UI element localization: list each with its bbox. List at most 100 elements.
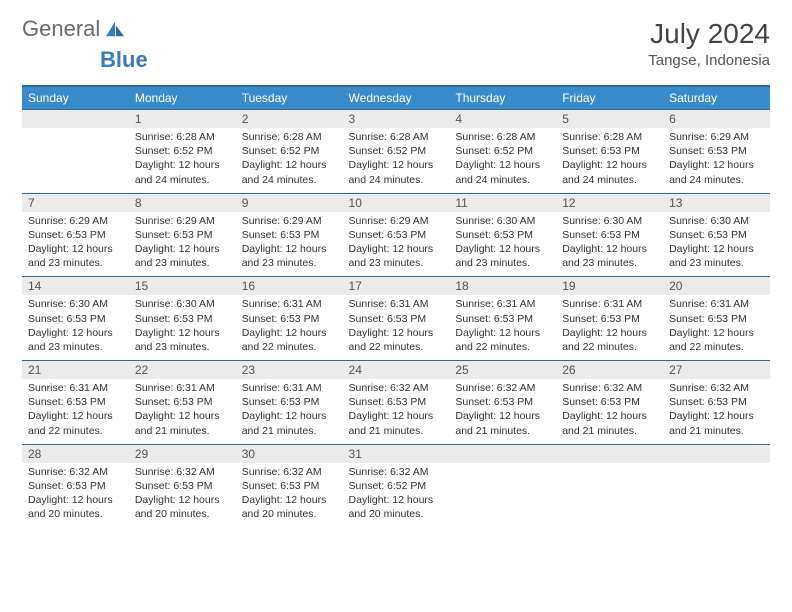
sunset-line: Sunset: 6:53 PM [562, 313, 640, 325]
sunrise-line: Sunrise: 6:30 AM [562, 215, 642, 227]
daylight-line: Daylight: 12 hours and 21 minutes. [349, 410, 434, 436]
day-body: Sunrise: 6:32 AMSunset: 6:53 PMDaylight:… [22, 463, 129, 528]
calendar-cell: 13Sunrise: 6:30 AMSunset: 6:53 PMDayligh… [663, 193, 770, 277]
calendar-table: SundayMondayTuesdayWednesdayThursdayFrid… [22, 85, 770, 527]
sunrise-line: Sunrise: 6:32 AM [135, 466, 215, 478]
calendar-cell: 23Sunrise: 6:31 AMSunset: 6:53 PMDayligh… [236, 361, 343, 445]
sunrise-line: Sunrise: 6:31 AM [28, 382, 108, 394]
sunset-line: Sunset: 6:53 PM [349, 396, 427, 408]
sunrise-line: Sunrise: 6:29 AM [349, 215, 429, 227]
day-body: Sunrise: 6:29 AMSunset: 6:53 PMDaylight:… [129, 212, 236, 277]
calendar-cell: 18Sunrise: 6:31 AMSunset: 6:53 PMDayligh… [449, 277, 556, 361]
day-number: 25 [449, 361, 556, 379]
daylight-line: Daylight: 12 hours and 23 minutes. [135, 243, 220, 269]
sunset-line: Sunset: 6:53 PM [28, 396, 106, 408]
day-body: Sunrise: 6:28 AMSunset: 6:52 PMDaylight:… [129, 128, 236, 193]
sunrise-line: Sunrise: 6:31 AM [562, 298, 642, 310]
calendar-cell: 22Sunrise: 6:31 AMSunset: 6:53 PMDayligh… [129, 361, 236, 445]
day-body: Sunrise: 6:28 AM Sunset: 6:52 PM Daylight:… [449, 128, 556, 193]
day-body: Sunrise: 6:30 AMSunset: 6:53 PMDaylight:… [22, 295, 129, 360]
sunrise-line: Sunrise: 6:31 AM [135, 382, 215, 394]
daylight-line: Daylight: 12 hours and 23 minutes. [669, 243, 754, 269]
calendar-cell: 11Sunrise: 6:30 AMSunset: 6:53 PMDayligh… [449, 193, 556, 277]
day-number: 10 [343, 194, 450, 212]
calendar-cell: 6Sunrise: 6:29 AMSunset: 6:53 PMDaylight… [663, 110, 770, 194]
day-body-empty [663, 463, 770, 513]
sunrise-line: Sunrise: 6:29 AM [242, 215, 322, 227]
day-number: 7 [22, 194, 129, 212]
sunrise-line: Sunrise: 6:32 AM [455, 382, 535, 394]
day-number-empty [449, 445, 556, 463]
day-body: Sunrise: 6:28 AM Sunset: 6:52 PM Daylight:… [236, 128, 343, 193]
page-title: July 2024 [648, 18, 770, 50]
weekday-header: Thursday [449, 86, 556, 110]
day-body: Sunrise: 6:32 AMSunset: 6:53 PMDaylight:… [343, 379, 450, 444]
daylight-line: Daylight: 12 hours and 23 minutes. [28, 327, 113, 353]
day-body: Sunrise: 6:31 AM Sunset: 6:53 PM Daylight:… [663, 295, 770, 360]
daylight-line: Daylight: 12 hours and 21 minutes. [455, 410, 540, 436]
calendar-cell: 16Sunrise: 6:31 AMSunset: 6:53 PMDayligh… [236, 277, 343, 361]
day-body: Sunrise: 6:32 AMSunset: 6:53 PMDaylight:… [236, 463, 343, 528]
sunset-line: Sunset: 6:52 PM [349, 480, 427, 492]
sunrise-line: Sunrise: 6:30 AM [455, 215, 535, 227]
calendar-cell: 3Sunrise: 6:28 AMSunset: 6:52 PMDaylight… [343, 110, 450, 194]
sunrise-line: Sunrise: 6:30 AM [135, 298, 215, 310]
daylight-line: Daylight: 12 hours and 24 minutes. [455, 159, 540, 185]
sunset-line: Sunset: 6:53 PM [562, 229, 640, 241]
day-number: 17 [343, 277, 450, 295]
day-number: 4 [449, 110, 556, 128]
sunset-line: Sunset: 6:52 PM [242, 145, 320, 157]
weekday-header: Wednesday [343, 86, 450, 110]
sunrise-line: Sunrise: 6:32 AM [669, 382, 749, 394]
sunset-line: Sunset: 6:53 PM [669, 145, 747, 157]
sunset-line: Sunset: 6:53 PM [242, 229, 320, 241]
day-body: Sunrise: 6:31 AMSunset: 6:53 PMDaylight:… [129, 379, 236, 444]
day-body: Sunrise: 6:29 AMSunset: 6:53 PMDaylight:… [22, 212, 129, 277]
sunrise-line: Sunrise: 6:31 AM [455, 298, 535, 310]
sunrise-line: Sunrise: 6:30 AM [28, 298, 108, 310]
sunrise-line: Sunrise: 6:28 AM [455, 131, 535, 143]
daylight-line: Daylight: 12 hours and 22 minutes. [562, 327, 647, 353]
calendar-cell: 12Sunrise: 6:30 AMSunset: 6:53 PMDayligh… [556, 193, 663, 277]
daylight-line: Daylight: 12 hours and 24 minutes. [242, 159, 327, 185]
sunset-line: Sunset: 6:53 PM [455, 396, 533, 408]
daylight-line: Daylight: 12 hours and 20 minutes. [135, 494, 220, 520]
day-body: Sunrise: 6:31 AMSunset: 6:53 PMDaylight:… [343, 295, 450, 360]
sunset-line: Sunset: 6:52 PM [455, 145, 533, 157]
daylight-line: Daylight: 12 hours and 24 minutes. [135, 159, 220, 185]
sunrise-line: Sunrise: 6:29 AM [135, 215, 215, 227]
sunset-line: Sunset: 6:52 PM [135, 145, 213, 157]
sunrise-line: Sunrise: 6:28 AM [242, 131, 322, 143]
weekday-header: Tuesday [236, 86, 343, 110]
calendar-cell [22, 110, 129, 194]
day-number: 16 [236, 277, 343, 295]
sunset-line: Sunset: 6:53 PM [349, 229, 427, 241]
day-number: 2 [236, 110, 343, 128]
daylight-line: Daylight: 12 hours and 20 minutes. [28, 494, 113, 520]
calendar-cell: 20Sunrise: 6:31 AMSunset: 6:53 PMDayligh… [663, 277, 770, 361]
calendar-body: 1Sunrise: 6:28 AMSunset: 6:52 PMDaylight… [22, 110, 770, 528]
day-number-empty [556, 445, 663, 463]
calendar-row: 14Sunrise: 6:30 AMSunset: 6:53 PMDayligh… [22, 277, 770, 361]
day-number: 27 [663, 361, 770, 379]
daylight-line: Daylight: 12 hours and 22 minutes. [28, 410, 113, 436]
daylight-line: Daylight: 12 hours and 22 minutes. [669, 327, 754, 353]
calendar-row: 28Sunrise: 6:32 AMSunset: 6:53 PMDayligh… [22, 444, 770, 527]
sunrise-line: Sunrise: 6:31 AM [669, 298, 749, 310]
day-body: Sunrise: 6:31 AMSunset: 6:53 PMDaylight:… [236, 295, 343, 360]
sunrise-line: Sunrise: 6:31 AM [242, 298, 322, 310]
sunset-line: Sunset: 6:53 PM [669, 313, 747, 325]
sunset-line: Sunset: 6:52 PM [349, 145, 427, 157]
day-number: 15 [129, 277, 236, 295]
calendar-cell: 8Sunrise: 6:29 AMSunset: 6:53 PMDaylight… [129, 193, 236, 277]
day-number: 23 [236, 361, 343, 379]
day-number: 26 [556, 361, 663, 379]
day-number: 8 [129, 194, 236, 212]
sunrise-line: Sunrise: 6:31 AM [349, 298, 429, 310]
day-number: 31 [343, 445, 450, 463]
sunset-line: Sunset: 6:53 PM [28, 480, 106, 492]
logo: General [22, 18, 130, 40]
day-number: 30 [236, 445, 343, 463]
sunset-line: Sunset: 6:53 PM [28, 229, 106, 241]
calendar-row: 1Sunrise: 6:28 AMSunset: 6:52 PMDaylight… [22, 110, 770, 194]
